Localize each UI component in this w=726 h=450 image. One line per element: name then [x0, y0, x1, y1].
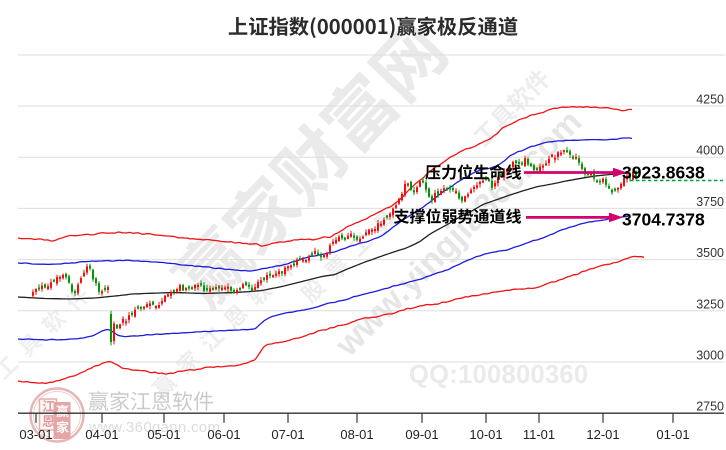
svg-text:3250: 3250 — [696, 297, 724, 311]
svg-text:3000: 3000 — [696, 349, 724, 363]
svg-text:07-01: 07-01 — [271, 427, 304, 442]
svg-text:12-01: 12-01 — [586, 427, 619, 442]
svg-text:09-01: 09-01 — [405, 427, 438, 442]
svg-text:www.360gann.com: www.360gann.com — [88, 419, 220, 436]
svg-text:3704.7378: 3704.7378 — [622, 209, 705, 229]
svg-text:3923.8638: 3923.8638 — [622, 163, 705, 183]
svg-text:04-01: 04-01 — [85, 427, 118, 442]
svg-text:QQ:100800360: QQ:100800360 — [409, 361, 588, 389]
svg-text:08-01: 08-01 — [340, 427, 373, 442]
svg-text:01-01: 01-01 — [656, 427, 689, 442]
svg-text:05-01: 05-01 — [147, 427, 180, 442]
svg-text:03-01: 03-01 — [19, 427, 52, 442]
svg-text:2750: 2750 — [696, 400, 724, 414]
svg-text:06-01: 06-01 — [207, 427, 240, 442]
svg-text:10-01: 10-01 — [469, 427, 502, 442]
svg-text:4250: 4250 — [696, 93, 724, 107]
svg-text:3750: 3750 — [696, 195, 724, 209]
svg-text:11-01: 11-01 — [523, 427, 555, 442]
svg-text:3500: 3500 — [696, 246, 724, 260]
svg-text:4000: 4000 — [696, 144, 724, 158]
